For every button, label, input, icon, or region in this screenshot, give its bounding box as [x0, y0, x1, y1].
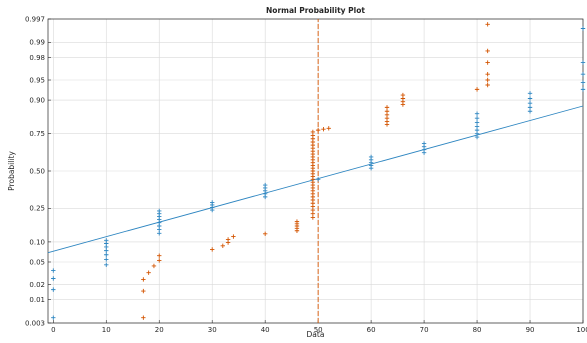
y-tick-label: 0.003	[25, 319, 45, 327]
data-point	[157, 231, 162, 236]
y-tick-label: 0.01	[29, 296, 45, 304]
data-point	[262, 231, 268, 237]
x-axis-label: Data	[307, 330, 325, 339]
tick-labels: 0 10 20 30 40 50 60 70 80 90 100 0.003 0.01 0.02 0.05 0…	[25, 15, 587, 334]
axes-box	[47, 18, 584, 324]
data-point	[231, 234, 236, 239]
x-tick-label: 60	[367, 326, 376, 334]
data-point	[368, 154, 374, 160]
data-point	[315, 177, 321, 182]
y-tick-label: 0.10	[29, 238, 45, 246]
data-point	[141, 288, 146, 294]
reference-line	[47, 105, 584, 254]
data-point	[104, 252, 109, 257]
data-point	[421, 141, 427, 146]
series-2-points	[141, 22, 490, 320]
data-point	[485, 48, 490, 54]
data-point	[104, 238, 109, 243]
data-point	[485, 71, 490, 77]
data-point	[527, 105, 533, 110]
data-point	[474, 111, 480, 116]
y-tick-label: 0.50	[29, 167, 45, 175]
data-point	[210, 247, 215, 252]
y-tick-label: 0.98	[29, 54, 45, 62]
y-tick-label: 0.95	[29, 76, 45, 84]
data-point	[104, 257, 109, 262]
data-point	[485, 22, 490, 27]
data-point	[225, 237, 231, 242]
data-point	[141, 315, 146, 320]
data-point	[51, 315, 56, 320]
data-point	[485, 82, 490, 88]
data-point	[580, 60, 586, 65]
x-tick-label: 30	[208, 326, 217, 334]
x-tick-label: 90	[526, 326, 535, 334]
data-point	[210, 200, 215, 205]
data-point	[527, 96, 533, 101]
data-point	[384, 109, 390, 114]
x-tick-label: 0	[51, 326, 55, 334]
data-point	[310, 215, 316, 220]
chart-title: Normal Probability Plot	[266, 6, 365, 15]
y-tick-label: 0.05	[29, 258, 45, 266]
data-point	[294, 219, 300, 224]
y-axis-label: Probability	[7, 151, 16, 191]
data-point	[474, 127, 480, 133]
y-tick-label: 0.75	[29, 130, 45, 138]
data-point	[474, 120, 480, 125]
data-point	[580, 87, 586, 92]
data-point	[157, 258, 162, 263]
data-point	[400, 92, 406, 98]
data-point	[151, 263, 157, 269]
data-point	[326, 126, 331, 131]
data-point	[321, 127, 326, 132]
x-tick-label: 80	[473, 326, 482, 334]
x-tick-label: 50	[314, 326, 323, 334]
data-points	[51, 22, 586, 320]
axes	[47, 18, 584, 324]
grid	[48, 18, 584, 324]
series-1-points	[51, 26, 586, 320]
data-point	[474, 124, 480, 129]
data-point	[51, 268, 56, 273]
data-point	[51, 276, 56, 281]
y-tick-label: 0.02	[29, 281, 45, 289]
data-point	[580, 80, 586, 85]
data-point	[527, 91, 533, 96]
data-point	[315, 127, 321, 133]
y-tick-label: 0.25	[29, 205, 45, 213]
data-point	[474, 116, 480, 121]
data-point	[485, 60, 490, 65]
fit-lines	[47, 19, 584, 323]
y-tick-label: 0.99	[29, 39, 45, 47]
data-point	[157, 253, 162, 258]
x-tick-label: 70	[420, 326, 429, 334]
data-point	[310, 129, 316, 135]
data-point	[51, 287, 56, 292]
x-tick-label: 10	[102, 326, 111, 334]
data-point	[141, 277, 146, 282]
data-point	[527, 100, 533, 106]
data-point	[220, 243, 226, 249]
data-point	[580, 71, 586, 77]
data-point	[384, 105, 390, 110]
data-point	[157, 208, 162, 214]
data-point	[527, 109, 533, 114]
data-point	[146, 270, 151, 275]
x-tick-label: 20	[155, 326, 164, 334]
data-point	[474, 87, 480, 92]
x-tick-label: 100	[576, 326, 587, 334]
data-point	[104, 248, 109, 253]
y-tick-label: 0.997	[25, 15, 45, 23]
data-point	[580, 26, 586, 31]
y-tick-label: 0.90	[29, 97, 45, 105]
data-point	[485, 77, 490, 83]
data-point	[104, 262, 109, 267]
data-point	[262, 182, 268, 188]
x-tick-label: 40	[261, 326, 270, 334]
